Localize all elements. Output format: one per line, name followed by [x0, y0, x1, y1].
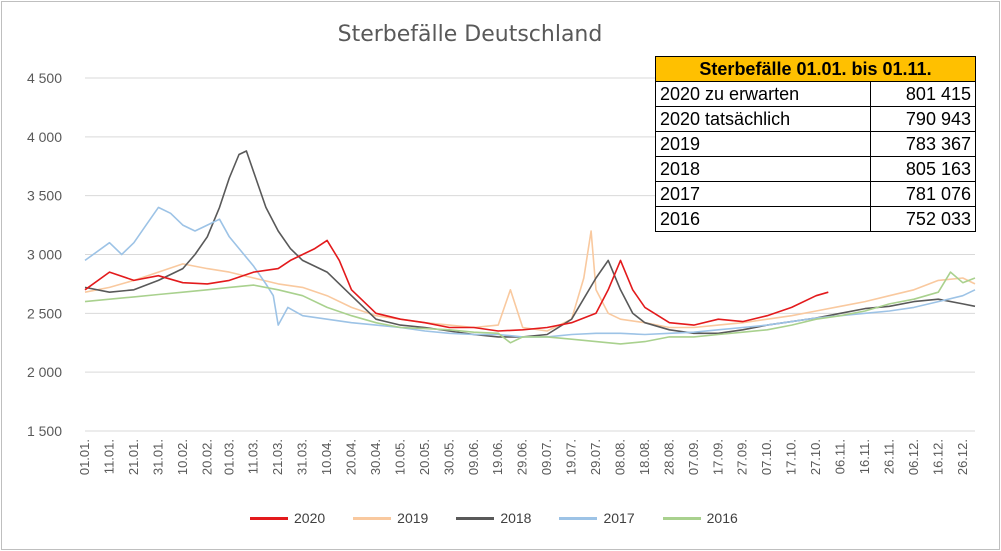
row-label: 2019	[655, 131, 871, 157]
legend-label: 2020	[294, 510, 326, 526]
y-tick-label: 4 000	[27, 129, 62, 145]
row-label: 2016	[655, 206, 871, 232]
y-tick-label: 3 500	[27, 188, 62, 204]
x-tick-label: 10.04.	[319, 439, 334, 475]
legend-swatch	[662, 516, 701, 520]
series-line-2020	[84, 239, 829, 332]
x-tick-label: 06.12.	[906, 439, 921, 475]
legend-label: 2018	[500, 510, 532, 526]
x-tick-label: 09.06.	[466, 439, 481, 475]
legend-item-2016: 2016	[662, 510, 738, 526]
x-axis: 01.01. 11.01. 21.01. 31.01. 10.02. 20.02. 01.0…	[77, 439, 970, 475]
x-tick-label: 11.01.	[101, 439, 116, 474]
chart-title: Sterbefälle Deutschland	[337, 22, 603, 47]
row-value: 790 943	[870, 106, 976, 132]
summary-header: Sterbefälle 01.01. bis 01.11.	[655, 56, 976, 82]
x-tick-label: 08.08.	[612, 439, 627, 475]
legend-item-2018: 2018	[456, 510, 531, 526]
x-tick-label: 20.05.	[417, 439, 432, 475]
x-tick-label: 11.03.	[246, 439, 261, 474]
y-tick-label: 2 500	[27, 305, 62, 321]
table-row: 2018 805 163	[655, 156, 976, 182]
x-tick-label: 01.03.	[221, 439, 236, 475]
y-tick-label: 1 500	[27, 423, 62, 439]
x-tick-label: 19.06.	[490, 439, 505, 475]
x-tick-label: 29.07.	[588, 439, 603, 475]
legend-item-2020: 2020	[250, 510, 325, 526]
x-tick-label: 26.12.	[955, 439, 970, 475]
x-tick-label: 07.09.	[686, 439, 701, 475]
row-label: 2017	[655, 181, 871, 207]
x-tick-label: 01.01.	[77, 439, 92, 475]
row-label: 2018	[655, 156, 871, 182]
x-tick-label: 20.02.	[199, 439, 214, 475]
x-tick-label: 21.01.	[126, 439, 141, 475]
x-tick-label: 20.04.	[344, 439, 359, 475]
series-line-2016	[84, 271, 976, 345]
table-row: 2020 zu erwarten 801 415	[655, 81, 976, 107]
table-row: 2020 tatsächlich 790 943	[655, 106, 976, 132]
x-tick-label: 10.02.	[175, 439, 190, 475]
x-tick-label: 21.03.	[270, 439, 285, 475]
x-tick-label: 29.06.	[515, 439, 530, 475]
x-tick-label: 09.07.	[539, 439, 554, 475]
table-row: 2019 783 367	[655, 131, 976, 157]
x-tick-label: 17.10.	[784, 439, 799, 475]
x-tick-label: 30.04.	[368, 439, 383, 475]
x-tick-label: 31.03.	[295, 439, 310, 475]
x-tick-label: 30.05.	[441, 439, 456, 475]
x-tick-label: 17.09.	[710, 439, 725, 475]
x-tick-label: 19.07.	[564, 439, 579, 475]
legend-label: 2017	[603, 510, 635, 526]
legend-swatch	[456, 516, 495, 520]
x-tick-label: 26.11.	[881, 439, 896, 474]
series-lines	[84, 150, 976, 345]
row-value: 781 076	[870, 181, 976, 207]
legend-swatch	[250, 516, 288, 520]
y-axis: 1 500 2 000 2 500 3 000 3 500 4 000 4 500	[27, 70, 62, 439]
row-value: 801 415	[870, 81, 976, 107]
summary-header-row: Sterbefälle 01.01. bis 01.11.	[655, 56, 976, 82]
row-value: 783 367	[870, 131, 976, 157]
table-row: 2016 752 033	[655, 206, 976, 232]
row-value: 805 163	[870, 156, 976, 182]
legend-label: 2019	[397, 510, 429, 526]
row-value: 752 033	[870, 206, 976, 232]
table-row: 2017 781 076	[655, 181, 976, 207]
x-tick-label: 10.05.	[392, 439, 407, 475]
series-line-2017	[84, 206, 976, 338]
legend-item-2017: 2017	[559, 510, 635, 526]
legend-label: 2016	[706, 510, 738, 526]
x-tick-label: 16.11.	[857, 439, 872, 474]
y-tick-label: 4 500	[27, 70, 62, 86]
x-tick-label: 27.10.	[808, 439, 823, 475]
x-tick-label: 06.11.	[833, 439, 848, 474]
x-tick-label: 07.10.	[759, 439, 774, 475]
x-tick-label: 28.08.	[661, 439, 676, 475]
summary-table: Sterbefälle 01.01. bis 01.11. 2020 zu er…	[655, 56, 976, 232]
y-tick-label: 3 000	[27, 247, 62, 263]
x-tick-label: 27.09.	[735, 439, 750, 475]
legend-swatch	[353, 516, 392, 520]
x-tick-label: 18.08.	[637, 439, 652, 475]
legend-item-2019: 2019	[353, 510, 428, 526]
y-tick-label: 2 000	[27, 364, 62, 380]
legend: 2020 2019 2018 2017 2016	[250, 508, 738, 528]
legend-swatch	[559, 516, 598, 520]
x-tick-label: 31.01.	[150, 439, 165, 475]
row-label: 2020 tatsächlich	[655, 106, 871, 132]
x-tick-label: 16.12.	[930, 439, 945, 475]
row-label: 2020 zu erwarten	[655, 81, 871, 107]
